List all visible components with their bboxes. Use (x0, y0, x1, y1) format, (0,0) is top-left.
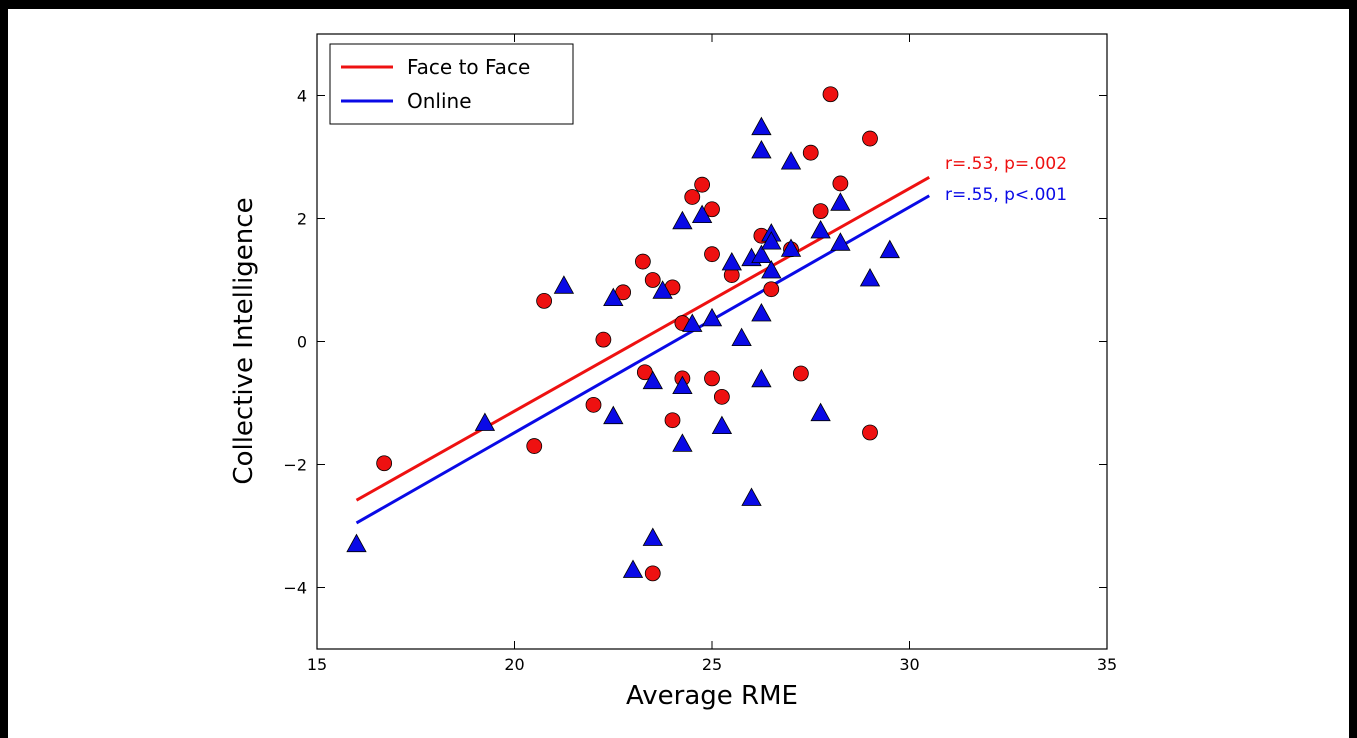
data-point-triangle (859, 267, 881, 287)
legend: Face to Face Online (329, 43, 574, 125)
data-point-triangle (761, 259, 782, 279)
data-point-triangle (691, 204, 713, 224)
x-tick-label: 30 (899, 655, 919, 674)
data-point-triangle (751, 139, 772, 159)
data-point-circle (694, 176, 711, 193)
data-point-triangle (672, 375, 693, 395)
x-axis-title: Average RME (626, 681, 798, 711)
fit-annotations: r=.53, p=.002 r=.55, p<.001 (945, 154, 1067, 205)
data-point-circle (812, 203, 829, 220)
data-point-circle (802, 144, 819, 161)
chart-canvas: 15 20 25 30 35 −4 −2 0 2 4 Average RME Collective… (8, 9, 1349, 738)
data-point-triangle (731, 327, 752, 347)
y-tick-label: 2 (297, 210, 307, 229)
data-point-triangle (672, 210, 693, 230)
x-tick-label: 20 (504, 655, 524, 674)
y-tick-label: −4 (283, 579, 307, 598)
data-point-circle (376, 455, 393, 472)
data-point-triangle (751, 116, 772, 136)
data-point-circle (644, 272, 661, 288)
data-point-circle (664, 412, 681, 429)
data-point-circle (792, 365, 809, 382)
data-point-circle (713, 388, 730, 405)
data-point-triangle (761, 231, 782, 250)
data-point-triangle (879, 239, 900, 259)
y-tick-label: 0 (297, 333, 307, 352)
fit-annotation: r=.55, p<.001 (945, 185, 1067, 205)
legend-label: Online (407, 89, 472, 113)
legend-label: Face to Face (407, 55, 530, 79)
data-point-circle (704, 370, 720, 387)
data-point-triangle (810, 402, 831, 422)
x-tick-label: 25 (702, 655, 722, 674)
fit-line (355, 175, 930, 502)
x-tick-label: 15 (307, 655, 327, 674)
data-point-triangle (830, 192, 851, 211)
data-point-circle (684, 189, 701, 205)
data-point-triangle (721, 251, 742, 271)
x-tick-label: 35 (1097, 655, 1117, 674)
chart-marks (346, 86, 930, 582)
data-point-circle (595, 331, 612, 348)
data-point-triangle (553, 275, 575, 294)
data-point-triangle (603, 287, 624, 307)
data-point-circle (832, 175, 849, 192)
data-point-triangle (751, 368, 772, 388)
data-point-circle (536, 293, 553, 309)
data-point-circle (634, 253, 651, 270)
data-point-circle (862, 130, 878, 147)
fit-annotation: r=.53, p=.002 (945, 154, 1067, 174)
plot-frame (316, 33, 1108, 650)
data-point-triangle (672, 433, 693, 452)
data-point-triangle (780, 238, 802, 257)
data-point-triangle (830, 232, 851, 251)
data-point-triangle (346, 533, 367, 553)
data-point-circle (526, 438, 543, 454)
legend-box (329, 43, 574, 125)
y-tick-label: 4 (297, 87, 307, 106)
data-point-triangle (751, 302, 772, 322)
data-point-triangle (780, 151, 802, 170)
data-point-triangle (474, 412, 496, 431)
y-tick-label: −2 (283, 456, 307, 475)
data-point-circle (585, 396, 602, 413)
data-point-circle (763, 281, 780, 298)
data-point-circle (862, 424, 878, 441)
data-point-triangle (741, 487, 762, 506)
data-point-circle (644, 565, 661, 582)
data-point-triangle (642, 527, 663, 546)
scatter-chart: 15 20 25 30 35 −4 −2 0 2 4 Average RME Collective… (229, 33, 1117, 711)
data-point-triangle (652, 280, 673, 299)
data-point-triangle (810, 219, 831, 239)
data-point-triangle (711, 415, 733, 435)
data-point-triangle (682, 313, 703, 332)
y-axis-title: Collective Intelligence (229, 197, 259, 484)
data-point-triangle (642, 370, 663, 390)
data-point-circle (822, 86, 839, 103)
data-point-triangle (751, 244, 772, 264)
data-point-triangle (603, 405, 624, 425)
data-point-triangle (622, 559, 644, 578)
data-point-triangle (701, 307, 723, 327)
axis-ticks: 15 20 25 30 35 −4 −2 0 2 4 (283, 34, 1117, 674)
data-point-circle (704, 246, 720, 263)
